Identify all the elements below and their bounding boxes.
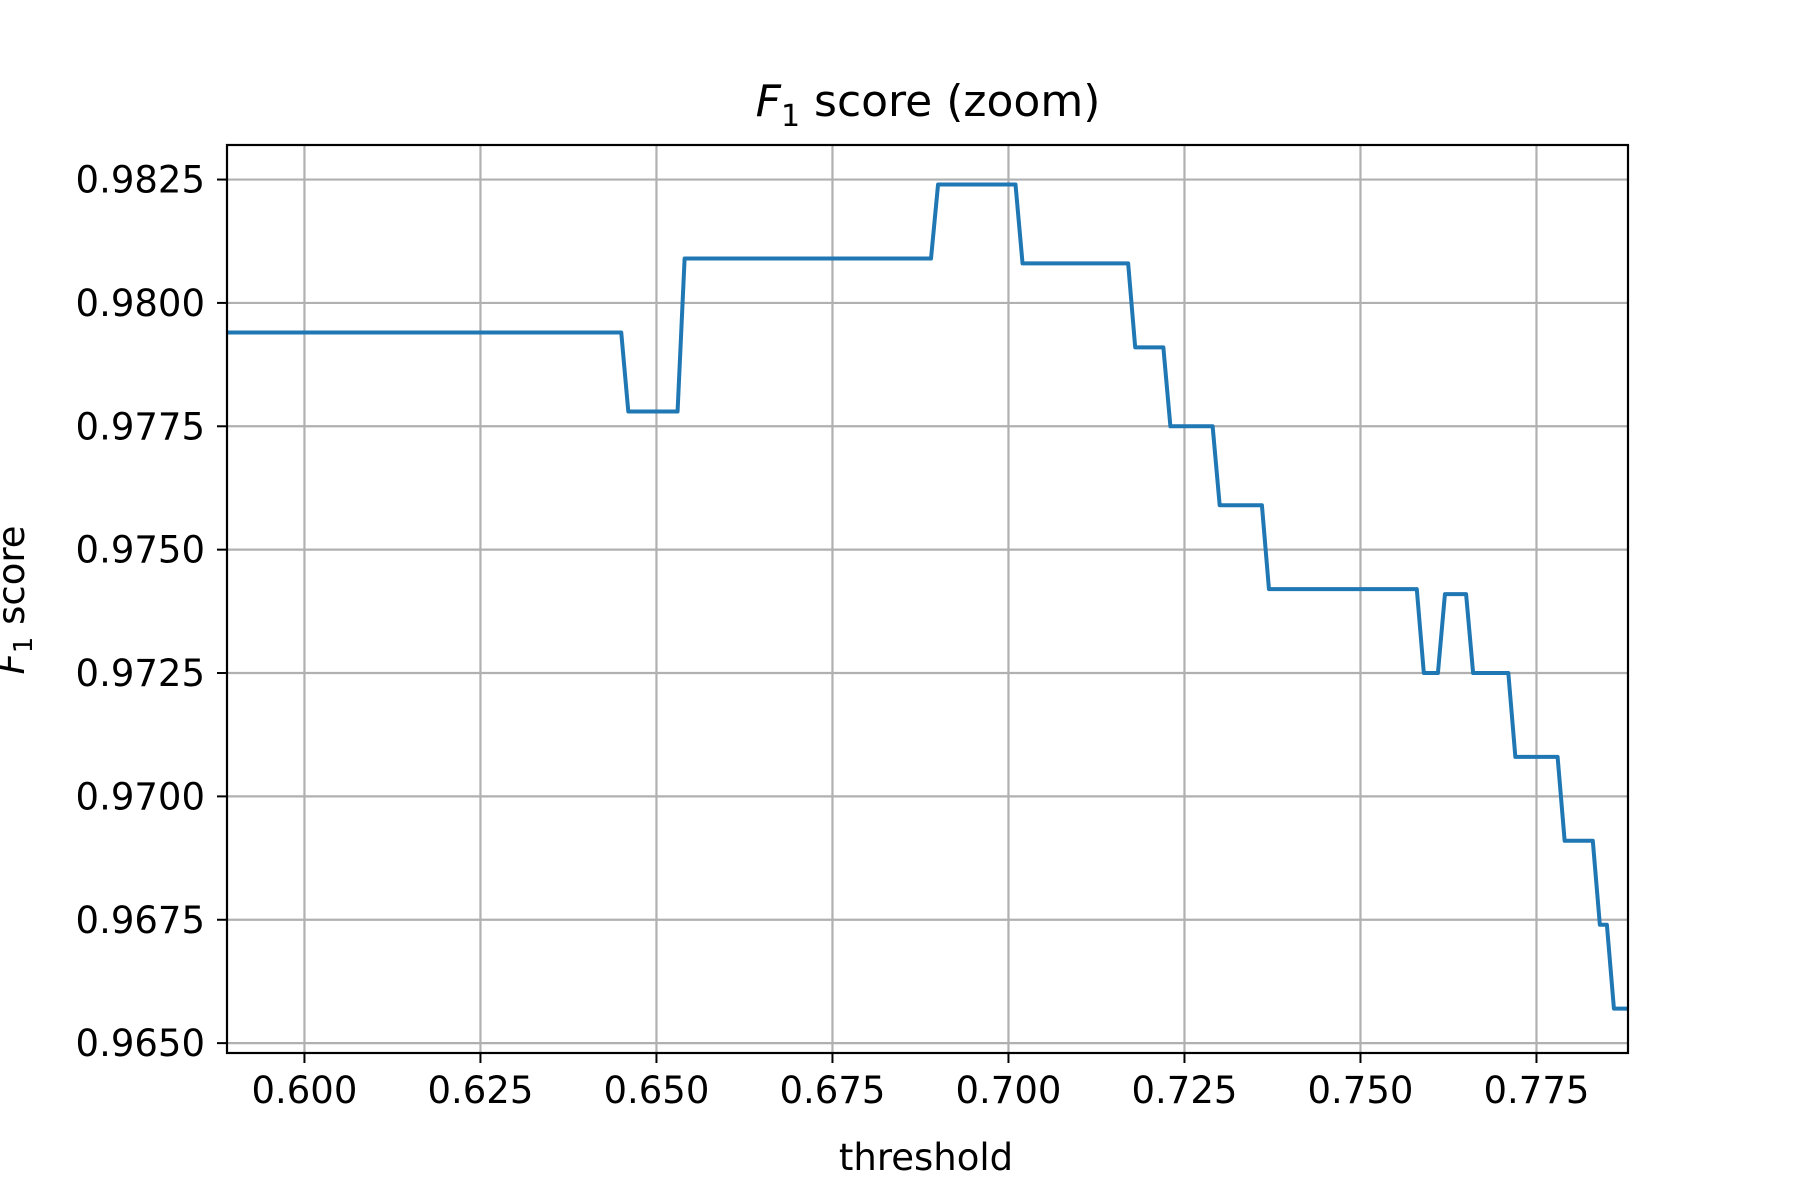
y-tick-label: 0.9825 xyxy=(76,159,205,202)
ticks: 0.600 0.625 0.650 0.675 0.700 0.725 0.750 0.775… xyxy=(76,159,1590,1112)
plot-frame xyxy=(225,143,1630,1055)
y-tick-label: 0.9650 xyxy=(76,1022,205,1065)
x-axis-title: threshold xyxy=(839,1136,1013,1179)
y-tick-label: 0.9700 xyxy=(76,775,205,818)
series-layer xyxy=(227,182,1628,1011)
y-tick-label: 0.9800 xyxy=(76,282,205,325)
x-tick-label: 0.725 xyxy=(1131,1069,1237,1112)
x-tick-label: 0.675 xyxy=(779,1069,885,1112)
x-tick-label: 0.775 xyxy=(1484,1069,1590,1112)
y-tick-label: 0.9725 xyxy=(76,652,205,695)
x-tick-label: 0.625 xyxy=(427,1069,533,1112)
f1-score-line xyxy=(227,182,1628,1011)
x-tick-label: 0.650 xyxy=(603,1069,709,1112)
chart-title: F1 score (zoom) xyxy=(756,76,1101,134)
x-tick-label: 0.700 xyxy=(955,1069,1061,1112)
y-tick-label: 0.9775 xyxy=(76,405,205,448)
y-tick-label: 0.9750 xyxy=(76,529,205,572)
y-axis-title: F1 score xyxy=(0,525,39,674)
y-tick-label: 0.9675 xyxy=(76,899,205,942)
grid xyxy=(227,145,1628,1053)
x-tick-label: 0.600 xyxy=(251,1069,357,1112)
x-tick-label: 0.750 xyxy=(1308,1069,1414,1112)
